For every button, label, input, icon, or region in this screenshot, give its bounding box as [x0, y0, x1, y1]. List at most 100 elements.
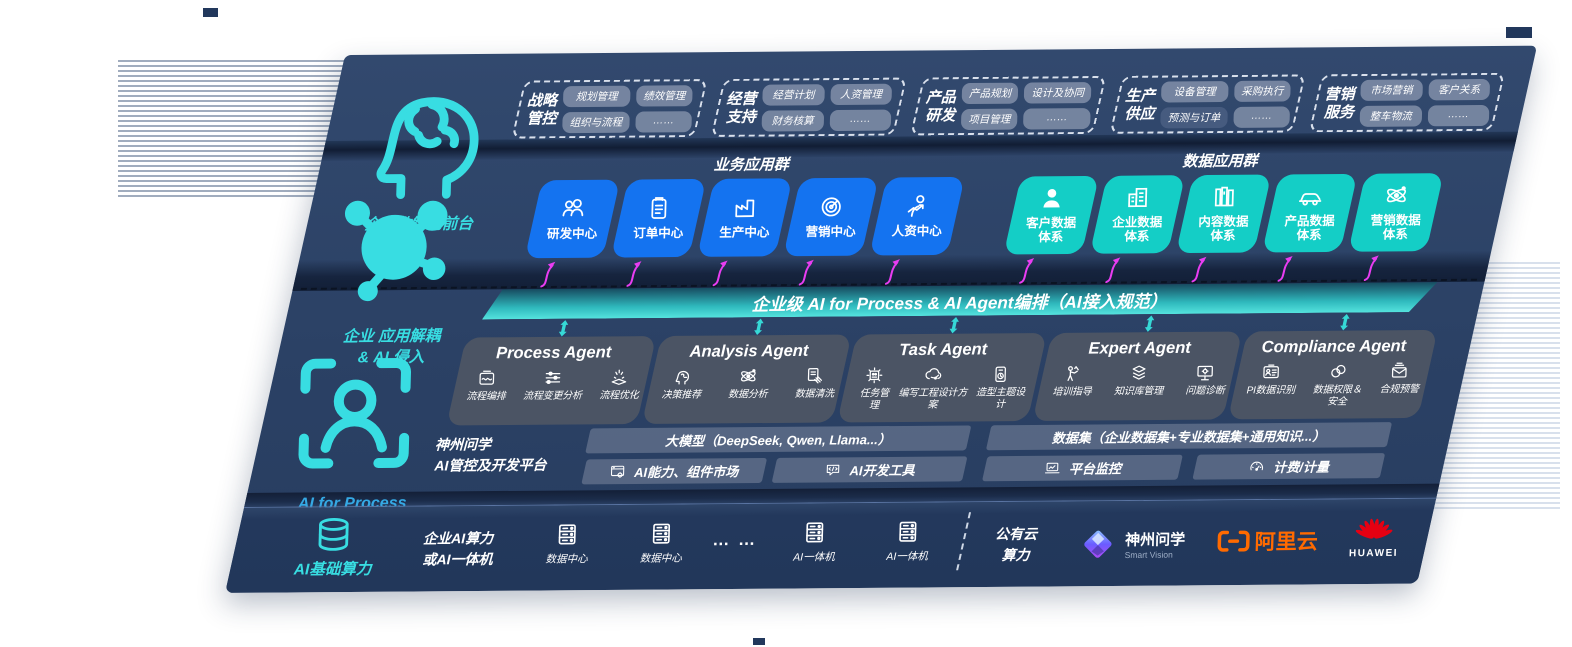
capability-tag-more[interactable]: …… [635, 110, 693, 133]
flow-arrow-icon [620, 258, 649, 287]
capability-tag[interactable]: 预测与订单 [1160, 106, 1228, 128]
domain-group-strategy: 战略 管控 规划管理 绩效管理 组织与流程 …… [511, 79, 708, 139]
capability-tag-more[interactable]: …… [829, 109, 892, 131]
capability-tag[interactable]: 市场营销 [1360, 78, 1423, 101]
person-icon [1038, 185, 1065, 211]
domain-group-operation: 经营 支持 经营计划 人资管理 财务核算 …… [710, 77, 907, 137]
optimize-icon [609, 367, 630, 387]
capability-tag[interactable]: 采购执行 [1233, 80, 1291, 102]
content-books-icon [1211, 184, 1238, 210]
car-icon [1297, 183, 1324, 209]
data-tiles: 客户数据 体系 企业数据 体系 内容数据 体系 [997, 173, 1444, 284]
double-arrow-icon [554, 320, 573, 337]
capability-tag[interactable]: 设备管理 [1161, 80, 1229, 103]
agent-box-compliance[interactable]: Compliance Agent PI数据识别 数据权限＆ 安全 合规预警 [1227, 329, 1438, 420]
tile-production-center[interactable]: 生产中心 [696, 178, 793, 257]
agent-box-process[interactable]: Process Agent 流程编排 流程变更分析 流程优化 [446, 336, 657, 426]
workflow-icon [476, 368, 497, 388]
domain-group-rnd: 产品 研发 产品规划 设计及协同 项目管理 …… [910, 75, 1107, 136]
dataset-bar[interactable]: 数据集（企业数据集+专业数据集+通用知识...） [985, 422, 1393, 451]
capability-tag[interactable]: 客户关系 [1428, 78, 1491, 100]
tile-product-data[interactable]: 产品数据 体系 [1261, 173, 1358, 253]
capability-tag[interactable]: 设计及协同 [1024, 81, 1092, 104]
capability-tag-more[interactable]: …… [1427, 104, 1490, 126]
flow-arrow-icon [1099, 254, 1128, 283]
domain-name: 战略 管控 [526, 91, 558, 127]
capability-tag-more[interactable]: …… [1233, 105, 1291, 128]
tile-content-data[interactable]: 内容数据 体系 [1175, 174, 1272, 254]
cloud-design-icon [923, 365, 944, 385]
double-arrow-icon [1140, 315, 1159, 332]
theme-design-icon [991, 364, 1012, 384]
llm-bar[interactable]: 大模型（DeepSeek, Qwen, Llama...） [585, 425, 972, 454]
tile-order-center[interactable]: 订单中心 [610, 178, 707, 258]
glitch-artifact [203, 8, 218, 17]
capability-tag-more[interactable]: …… [1023, 107, 1091, 130]
monitor-icon [1044, 460, 1062, 477]
server-icon [801, 519, 828, 545]
clipboard-icon [645, 195, 672, 221]
app-market-icon [609, 463, 627, 480]
scanline-artifact [118, 60, 346, 198]
business-app-group-header: 业务应用群 [713, 156, 790, 174]
flow-arrow-icon [1357, 252, 1386, 281]
server-icon [648, 521, 675, 547]
glitch-artifact [753, 638, 765, 645]
agents-row: Process Agent 流程编排 流程变更分析 流程优化 Analysis … [446, 313, 1446, 426]
alibaba-cloud-logo[interactable]: 阿里云 [1216, 525, 1337, 556]
ai-appliance-node[interactable]: AI一体机 [777, 519, 851, 565]
agent-box-task[interactable]: Task Agent 任务管理 编写工程设计方案 造型主题设计 [837, 332, 1048, 423]
double-arrow-icon [1335, 314, 1354, 331]
billing-bar[interactable]: 计费/计量 [1192, 453, 1386, 480]
ai-devtools-bar[interactable]: AI开发工具 [771, 456, 968, 483]
person-scan-icon [270, 475, 436, 493]
database-icon [313, 515, 354, 555]
datacenter-node[interactable]: 数据中心 [530, 521, 604, 567]
training-icon [1062, 364, 1083, 384]
tile-marketing-data[interactable]: 营销数据 体系 [1348, 173, 1444, 252]
ai-marketplace-bar[interactable]: AI能力、组件市场 [581, 457, 768, 485]
public-cloud-label: 公有云 算力 [994, 525, 1038, 563]
ai-appliance-node[interactable]: AI一体机 [871, 518, 945, 564]
capability-tag[interactable]: 规划管理 [563, 85, 631, 107]
tile-enterprise-data[interactable]: 企业数据 体系 [1089, 175, 1186, 254]
gauge-icon [1248, 458, 1266, 475]
capability-tag[interactable]: 整车物流 [1359, 104, 1422, 127]
capability-tag[interactable]: 人资管理 [829, 83, 893, 105]
tile-customer-data[interactable]: 客户数据 体系 [1003, 175, 1100, 255]
alert-mail-icon [1389, 361, 1410, 381]
huawei-logo[interactable]: HUAWEI [1341, 511, 1406, 559]
flow-arrow-icon [706, 258, 735, 287]
agent-box-expert[interactable]: Expert Agent 培训指导 知识库管理 问题诊断 [1032, 331, 1243, 421]
shenzhou-wenxue-logo[interactable]: 神州问学 Smart Vision [1078, 524, 1229, 563]
tile-marketing-center[interactable]: 营销中心 [783, 177, 879, 257]
atom-icon [1383, 183, 1410, 209]
target-icon [818, 194, 845, 220]
agent-box-analysis[interactable]: Analysis Agent 决策推荐 数据分析 数据清洗 [641, 334, 852, 425]
people-trend-icon [904, 193, 931, 219]
double-arrow-icon [749, 318, 768, 335]
capability-tag[interactable]: 项目管理 [960, 108, 1018, 130]
diamond-logo-icon [1084, 530, 1112, 558]
capability-tag[interactable]: 产品规划 [961, 82, 1019, 104]
capability-tag[interactable]: 绩效管理 [635, 84, 693, 107]
data-analysis-icon [738, 366, 759, 386]
alibaba-bracket-icon [1217, 530, 1250, 552]
datacenter-node[interactable]: 数据中心 [624, 520, 698, 566]
tile-rd-center[interactable]: 研发中心 [524, 179, 621, 259]
server-icon [894, 519, 921, 545]
business-tiles: 研发中心 订单中心 生产中心 [518, 176, 965, 288]
data-app-group-header: 数据应用群 [1182, 152, 1259, 171]
capability-tag[interactable]: 组织与流程 [562, 111, 630, 133]
server-icon [554, 521, 581, 547]
glitch-artifact [1506, 27, 1532, 38]
flow-arrow-icon [792, 257, 821, 286]
change-analysis-icon [543, 368, 564, 388]
capability-tag[interactable]: 财务核算 [761, 109, 824, 132]
capability-tag[interactable]: 经营计划 [762, 83, 825, 106]
diagnosis-icon [1195, 363, 1216, 383]
platform-label: 神州问学 AI管控及开发平台 [434, 436, 547, 474]
id-card-icon [1261, 362, 1282, 382]
platform-monitor-bar[interactable]: 平台监控 [981, 454, 1183, 482]
orchestration-band-label: 企业级 AI for Process & AI Agent编排（AI接入规范） [751, 291, 1168, 314]
